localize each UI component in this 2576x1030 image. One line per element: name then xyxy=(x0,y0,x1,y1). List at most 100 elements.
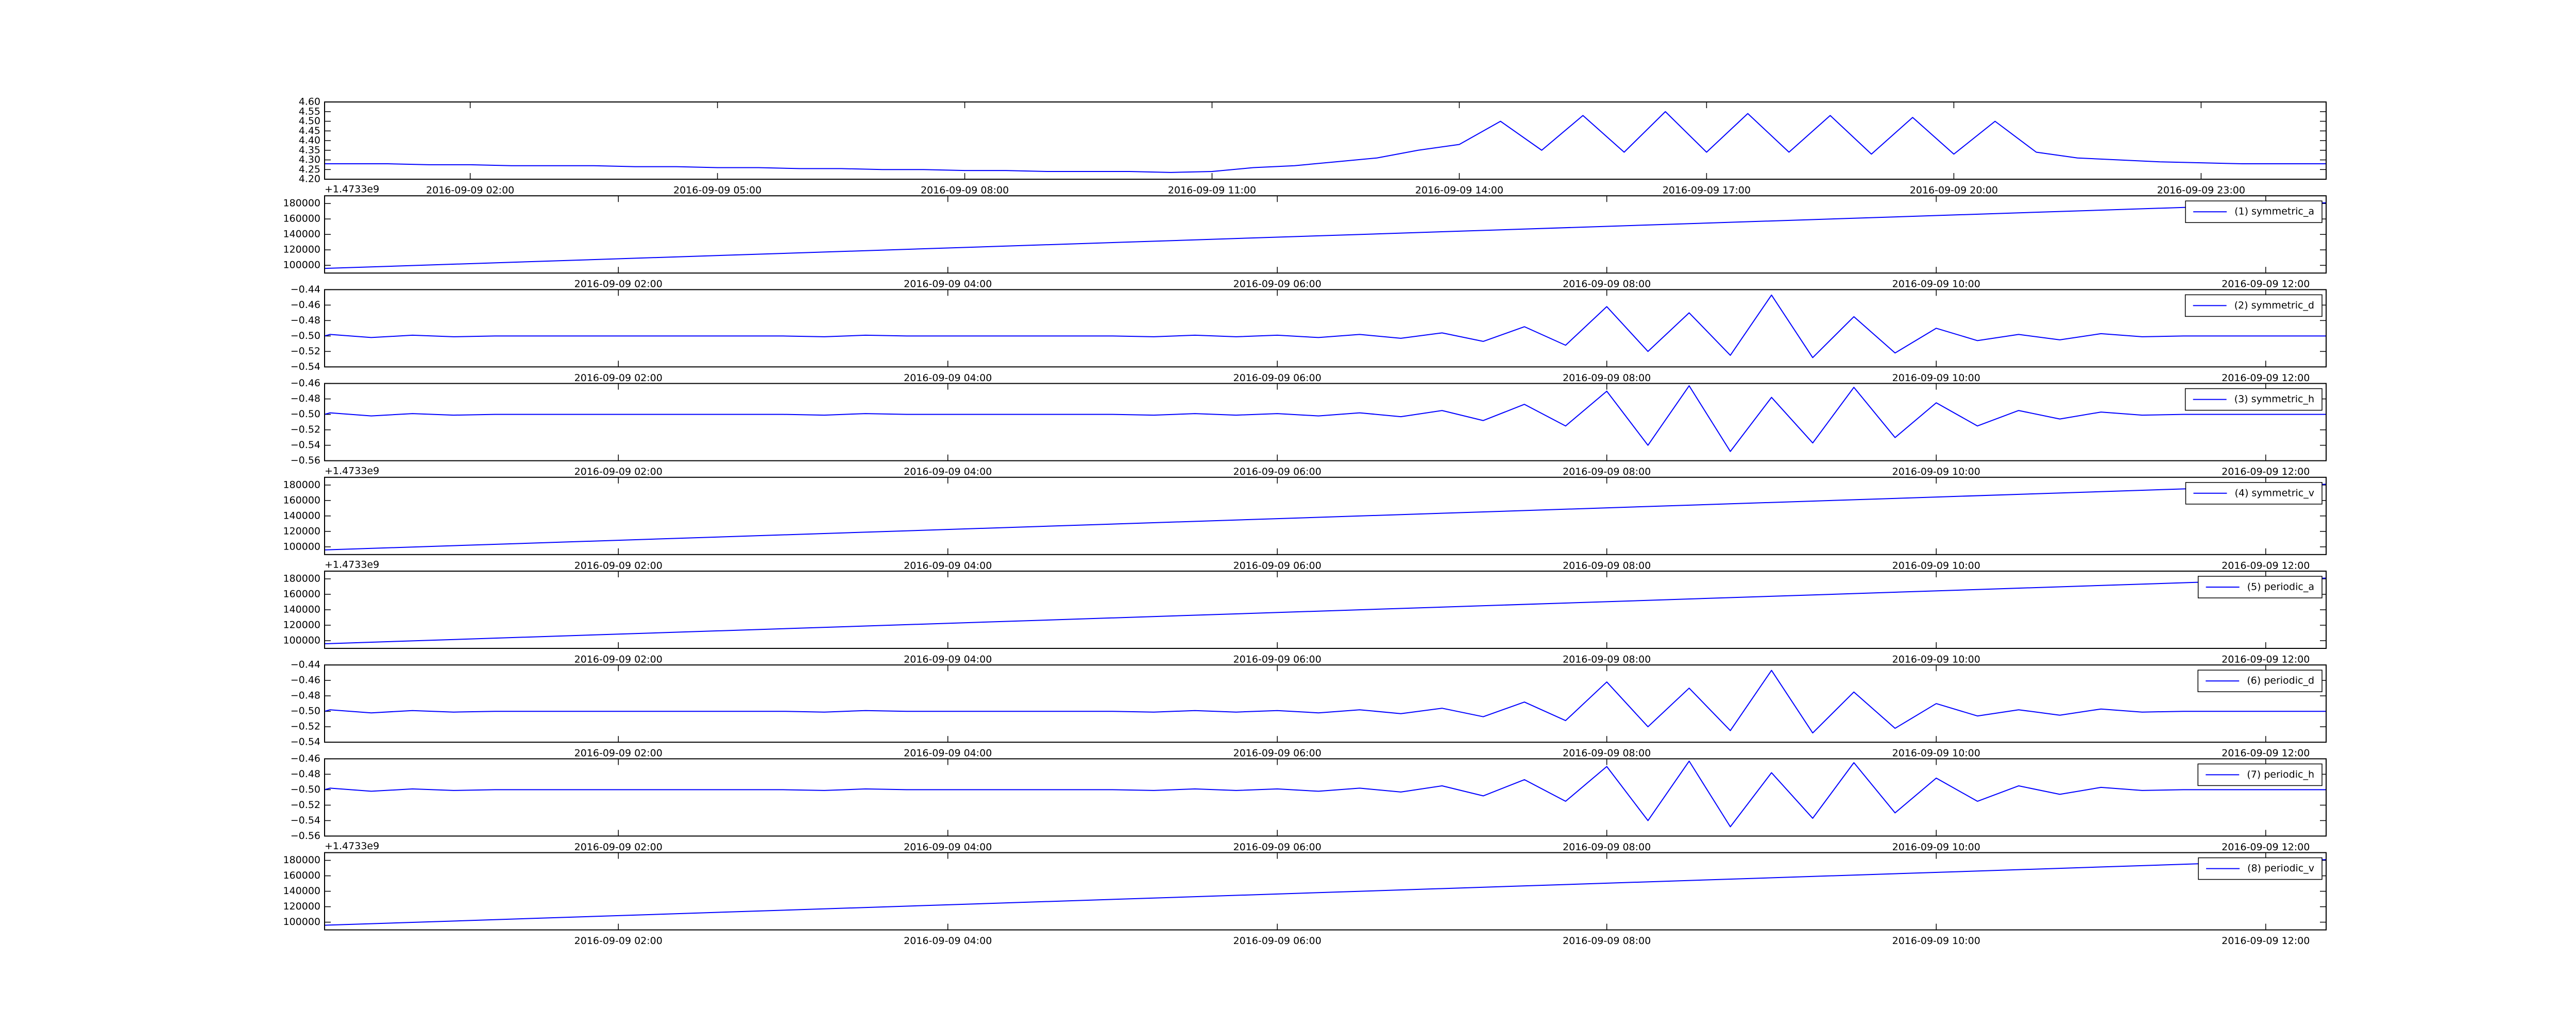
x-tick-label: 2016-09-09 06:00 xyxy=(1233,842,1321,853)
x-tick-label: 2016-09-09 02:00 xyxy=(574,372,663,384)
y-tick-label: 100000 xyxy=(283,635,320,646)
y-tick-label: −0.44 xyxy=(291,659,320,671)
subplot: 4.204.254.304.354.404.454.504.554.60 2016… xyxy=(299,96,2327,196)
y-tick-label: −0.46 xyxy=(291,377,320,389)
y-tick-label: 140000 xyxy=(283,229,320,240)
y-tick-label: −0.50 xyxy=(291,408,320,420)
series-line xyxy=(324,202,2327,269)
plot-area xyxy=(325,196,2326,273)
x-tick-label: 2016-09-09 11:00 xyxy=(1168,185,1256,196)
axes-frame xyxy=(324,195,2327,274)
legend: (4) symmetric_v xyxy=(2185,482,2323,505)
x-tick-label: 2016-09-09 10:00 xyxy=(1892,654,1980,665)
x-tick-label: 2016-09-09 06:00 xyxy=(1233,279,1321,290)
series-line xyxy=(324,859,2327,926)
y-tick-label: 120000 xyxy=(283,901,320,912)
axes-frame xyxy=(324,476,2327,555)
x-tick-label: 2016-09-09 08:00 xyxy=(1563,279,1651,290)
y-tick-label: 120000 xyxy=(283,620,320,631)
series-line xyxy=(325,111,2326,173)
subplot: 100000 120000 140000 160000 180000 2016-09-09… xyxy=(283,465,2327,571)
subplot: −0.56 −0.54 −0.52 −0.50 −0.48 −0.46 2016-09-09… xyxy=(291,753,2327,853)
subplot: 100000 120000 140000 160000 180000 2016-09-09… xyxy=(283,184,2327,290)
subplot: −0.54 −0.52 −0.50 −0.48 −0.46 −0.44 2016-09-09… xyxy=(291,284,2327,384)
legend-label: (6) periodic_d xyxy=(2247,675,2314,686)
x-tick-label: 2016-09-09 06:00 xyxy=(1233,372,1321,384)
x-tick-label: 2016-09-09 02:00 xyxy=(574,279,663,290)
x-tick-label: 2016-09-09 10:00 xyxy=(1892,748,1980,759)
axes-frame xyxy=(324,571,2327,649)
x-tick-label: 2016-09-09 06:00 xyxy=(1233,466,1321,477)
y-tick-label: −0.50 xyxy=(291,706,320,717)
y-tick-label: 180000 xyxy=(283,854,320,866)
axes-frame xyxy=(324,852,2327,931)
y-tick-label: −0.54 xyxy=(291,361,320,372)
plot-area xyxy=(325,852,2326,930)
x-tick-label: 2016-09-09 02:00 xyxy=(574,560,663,571)
x-tick-label: 2016-09-09 10:00 xyxy=(1892,466,1980,477)
legend: (6) periodic_d xyxy=(2197,670,2323,692)
x-tick-label: 2016-09-09 08:00 xyxy=(1563,748,1651,759)
x-tick-label: 2016-09-09 04:00 xyxy=(904,842,992,853)
x-tick-label: 2016-09-09 12:00 xyxy=(2222,279,2310,290)
y-tick-label: 4.40 xyxy=(299,135,320,146)
series-line xyxy=(324,294,2326,358)
legend: (5) periodic_a xyxy=(2197,576,2323,598)
plot-area xyxy=(325,289,2326,367)
x-tick-label: 2016-09-09 04:00 xyxy=(904,654,992,665)
y-tick-label: 4.55 xyxy=(299,106,320,117)
y-tick-label: 160000 xyxy=(283,213,320,225)
y-tick-label: −0.56 xyxy=(291,830,320,842)
y-tick-label: 4.50 xyxy=(299,115,320,127)
x-tick-label: 2016-09-09 06:00 xyxy=(1233,560,1321,571)
x-tick-label: 2016-09-09 04:00 xyxy=(904,748,992,759)
y-tick-label: −0.46 xyxy=(291,675,320,686)
plot-area xyxy=(325,102,2326,179)
x-tick-label: 2016-09-09 12:00 xyxy=(2222,842,2310,853)
y-tick-label: 180000 xyxy=(283,573,320,585)
series-line xyxy=(324,385,2326,452)
legend: (1) symmetric_a xyxy=(2185,200,2323,223)
legend-label: (1) symmetric_a xyxy=(2234,206,2314,217)
y-tick-label: −0.52 xyxy=(291,424,320,435)
x-tick-label: 2016-09-09 12:00 xyxy=(2222,654,2310,665)
y-tick-label: −0.48 xyxy=(291,768,320,780)
y-tick-label: 4.20 xyxy=(299,174,320,185)
y-tick-label: 4.45 xyxy=(299,125,320,136)
x-tick-label: 2016-09-09 04:00 xyxy=(904,935,992,947)
y-tick-label: 120000 xyxy=(283,525,320,537)
y-tick-label: 140000 xyxy=(283,604,320,615)
x-tick-label: 2016-09-09 04:00 xyxy=(904,560,992,571)
y-tick-label: 160000 xyxy=(283,589,320,600)
y-tick-label: 100000 xyxy=(283,260,320,271)
subplot: −0.54 −0.52 −0.50 −0.48 −0.46 −0.44 2016-09-09… xyxy=(291,659,2327,759)
x-tick-label: 2016-09-09 10:00 xyxy=(1892,279,1980,290)
y-tick-label: −0.50 xyxy=(291,784,320,795)
x-tick-label: 2016-09-09 06:00 xyxy=(1233,935,1321,947)
x-tick-label: 2016-09-09 12:00 xyxy=(2222,466,2310,477)
x-tick-label: 2016-09-09 12:00 xyxy=(2222,935,2310,947)
y-offset-label: +1.4733e9 xyxy=(325,840,379,852)
x-tick-label: 2016-09-09 04:00 xyxy=(904,279,992,290)
y-offset-label: +1.4733e9 xyxy=(325,465,379,476)
x-tick-label: 2016-09-09 12:00 xyxy=(2222,372,2310,384)
y-tick-label: −0.54 xyxy=(291,815,320,826)
x-tick-label: 2016-09-09 02:00 xyxy=(574,935,663,947)
x-tick-label: 2016-09-09 02:00 xyxy=(574,654,663,665)
x-tick-label: 2016-09-09 10:00 xyxy=(1892,935,1980,947)
y-tick-label: −0.52 xyxy=(291,346,320,357)
x-tick-label: 2016-09-09 08:00 xyxy=(1563,372,1651,384)
series-line xyxy=(324,760,2326,828)
subplot: −0.56 −0.54 −0.52 −0.50 −0.48 −0.46 2016-09-09… xyxy=(291,377,2327,477)
x-tick-label: 2016-09-09 23:00 xyxy=(2157,185,2245,196)
axes-frame xyxy=(324,289,2327,368)
x-tick-label: 2016-09-09 12:00 xyxy=(2222,560,2310,571)
legend: (7) periodic_h xyxy=(2197,763,2323,786)
subplot: 100000 120000 140000 160000 180000 2016-09-09… xyxy=(283,559,2327,665)
series-line xyxy=(324,577,2327,644)
y-tick-label: 4.25 xyxy=(299,164,320,175)
axes-frame xyxy=(324,664,2327,743)
axes-frame xyxy=(324,758,2327,837)
y-tick-label: −0.54 xyxy=(291,439,320,451)
x-tick-label: 2016-09-09 10:00 xyxy=(1892,560,1980,571)
